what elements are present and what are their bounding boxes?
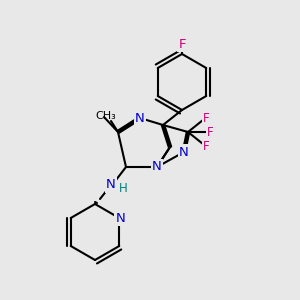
Text: CH₃: CH₃ <box>96 111 116 121</box>
Text: F: F <box>203 140 209 152</box>
Text: F: F <box>178 38 186 50</box>
Text: N: N <box>106 178 116 191</box>
Text: N: N <box>179 146 189 158</box>
Text: N: N <box>116 212 125 224</box>
Text: N: N <box>135 112 145 124</box>
Text: N: N <box>152 160 162 173</box>
Text: F: F <box>207 125 213 139</box>
Text: H: H <box>118 182 127 196</box>
Text: F: F <box>203 112 209 124</box>
